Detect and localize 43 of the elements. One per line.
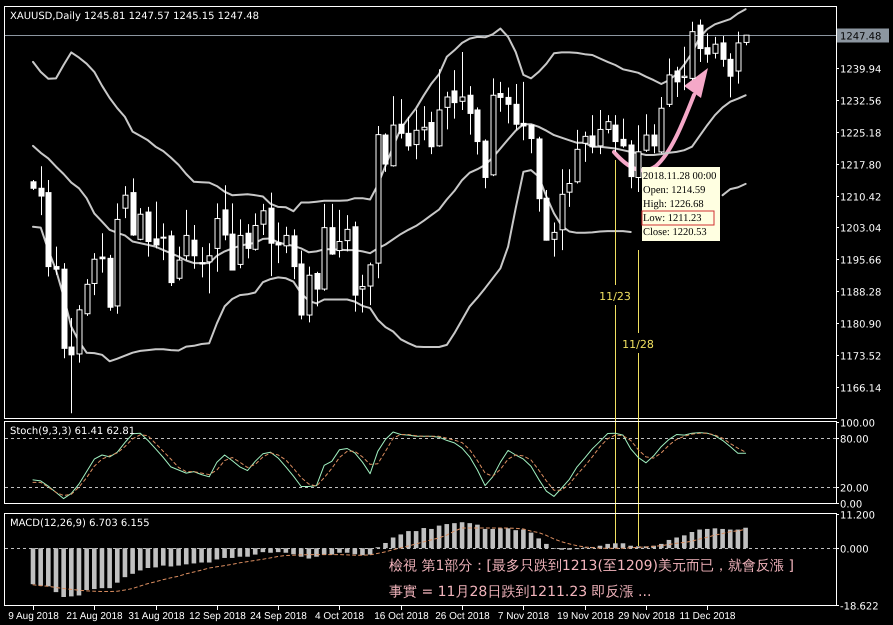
y-tick-label: 0.00 xyxy=(840,500,862,510)
x-tick-label: 29 Nov 2018 xyxy=(618,611,676,622)
y-tick-label: -18.622 xyxy=(840,602,879,612)
x-tick-label: 31 Aug 2018 xyxy=(128,611,186,622)
annotation: Low: 1211.23 xyxy=(643,213,702,224)
x-tick-label: 24 Sep 2018 xyxy=(250,611,308,622)
annotation: 11/23 xyxy=(599,290,631,303)
y-tick-label: 1166.14 xyxy=(840,384,882,394)
y-tick-label: 1239.94 xyxy=(840,64,882,76)
y-tick-label: 100.00 xyxy=(840,418,875,430)
y-tick-label: 1173.52 xyxy=(840,352,882,362)
x-tick-label: 26 Oct 2018 xyxy=(435,611,490,622)
annotation: 檢視 第1部分：[最多只跌到1213(至1209)美元而已，就會反漲 ] xyxy=(389,558,794,574)
chart-title: MACD(12,26,9) 6.703 6.155 xyxy=(10,518,150,529)
annotation: 2018.11.28 00:00 xyxy=(643,171,716,182)
y-tick-label: 1210.42 xyxy=(840,192,882,204)
x-tick-label: 21 Aug 2018 xyxy=(66,611,124,622)
annotation: Open: 1214.59 xyxy=(643,185,706,196)
y-tick-label: 1180.90 xyxy=(840,320,882,330)
x-tick-label: 7 Nov 2018 xyxy=(498,611,550,622)
annotation: High: 1226.68 xyxy=(643,199,704,210)
x-tick-label: 4 Oct 2018 xyxy=(315,611,364,622)
x-tick-label: 11 Dec 2018 xyxy=(680,611,736,622)
x-tick-label: 12 Sep 2018 xyxy=(189,611,246,622)
y-tick-label: 1217.80 xyxy=(840,160,882,172)
y-tick-label: 80.00 xyxy=(840,434,869,446)
y-tick-label: 11.200 xyxy=(840,510,875,522)
y-tick-label: 1232.56 xyxy=(840,96,882,108)
chart-title: Stoch(9,3,3) 61.41 62.81 xyxy=(10,426,136,437)
y-tick-label: 1195.66 xyxy=(840,256,882,266)
annotation: Close: 1220.53 xyxy=(643,227,707,238)
y-tick-label: 1203.04 xyxy=(840,224,882,234)
y-tick-label: 1225.18 xyxy=(840,128,882,140)
y-tick-label: 0.000 xyxy=(840,544,869,556)
x-tick-label: 16 Oct 2018 xyxy=(374,611,430,622)
x-tick-label: 19 Nov 2018 xyxy=(557,611,614,622)
annotation: 事實 = 11月28日跌到1211.23 即反漲 ... xyxy=(389,584,652,600)
x-tick-label: 9 Aug 2018 xyxy=(8,611,60,622)
chart-title: XAUUSD,Daily 1245.81 1247.57 1245.15 1247.48 xyxy=(10,11,259,22)
annotation: 11/28 xyxy=(622,338,654,351)
y-tick-label: 20.00 xyxy=(840,484,869,494)
y-tick-label: 1188.28 xyxy=(840,288,882,298)
ref-line-label: 1247.48 xyxy=(840,32,882,42)
